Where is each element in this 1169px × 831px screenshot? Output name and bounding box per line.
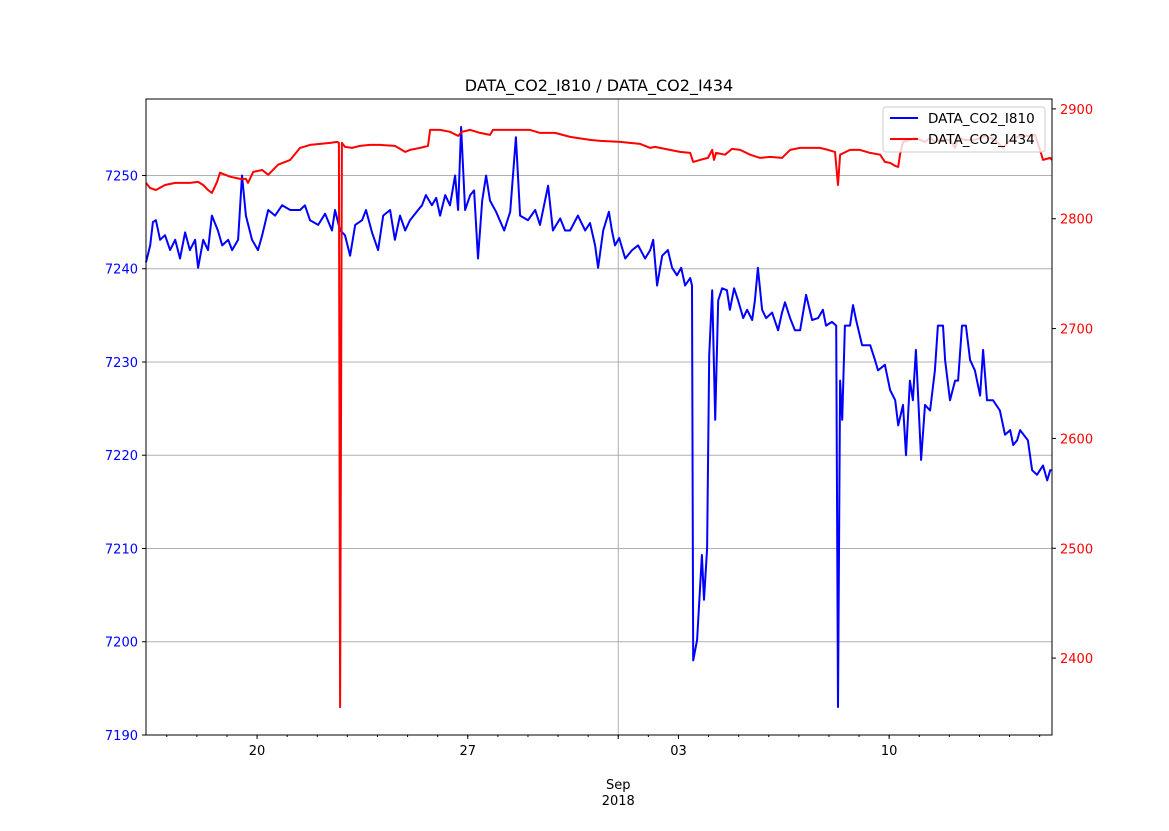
right-tick-label: 2900	[1060, 103, 1093, 118]
x-tick-label: 10	[881, 744, 898, 759]
left-tick-label: 7220	[105, 449, 138, 464]
x-tick-label-month: Sep	[606, 778, 631, 793]
left-tick-label: 7250	[105, 169, 138, 184]
chart-title: DATA_CO2_I810 / DATA_CO2_I434	[465, 76, 733, 96]
right-tick-label: 2500	[1060, 542, 1093, 557]
right-tick-label: 2700	[1060, 323, 1093, 338]
x-tick-label: 27	[459, 744, 476, 759]
plot-lines	[145, 126, 1053, 709]
left-tick-label: 7240	[105, 263, 138, 278]
plot-frame	[145, 98, 1053, 736]
grid-lines	[146, 99, 1052, 736]
left-tick-label: 7210	[105, 542, 138, 557]
series-line-data-co2-i810	[145, 126, 1052, 708]
series-line-data-co2-i434	[145, 128, 1053, 709]
left-tick-label: 7190	[105, 729, 138, 744]
right-tick-label: 2400	[1060, 652, 1093, 667]
left-tick-label: 7200	[105, 636, 138, 651]
x-tick-label: 03	[670, 744, 687, 759]
legend-box	[882, 106, 1046, 153]
x-tick-label-year: 2018	[602, 794, 635, 809]
left-tick-label: 7230	[105, 356, 138, 371]
right-tick-label: 2600	[1060, 432, 1093, 447]
x-tick-label: 20	[249, 744, 266, 759]
legend: DATA_CO2_I810 DATA_CO2_I434	[882, 106, 1046, 153]
legend-label-i434: DATA_CO2_I434	[928, 132, 1035, 148]
left-y-axis: 7190 7200 7210 7220 7230 7240 7250	[105, 169, 146, 744]
right-y-axis: 2400 2500 2600 2700 2800 2900	[1052, 103, 1093, 667]
legend-label-i810: DATA_CO2_I810	[928, 111, 1035, 127]
right-tick-label: 2800	[1060, 213, 1093, 228]
